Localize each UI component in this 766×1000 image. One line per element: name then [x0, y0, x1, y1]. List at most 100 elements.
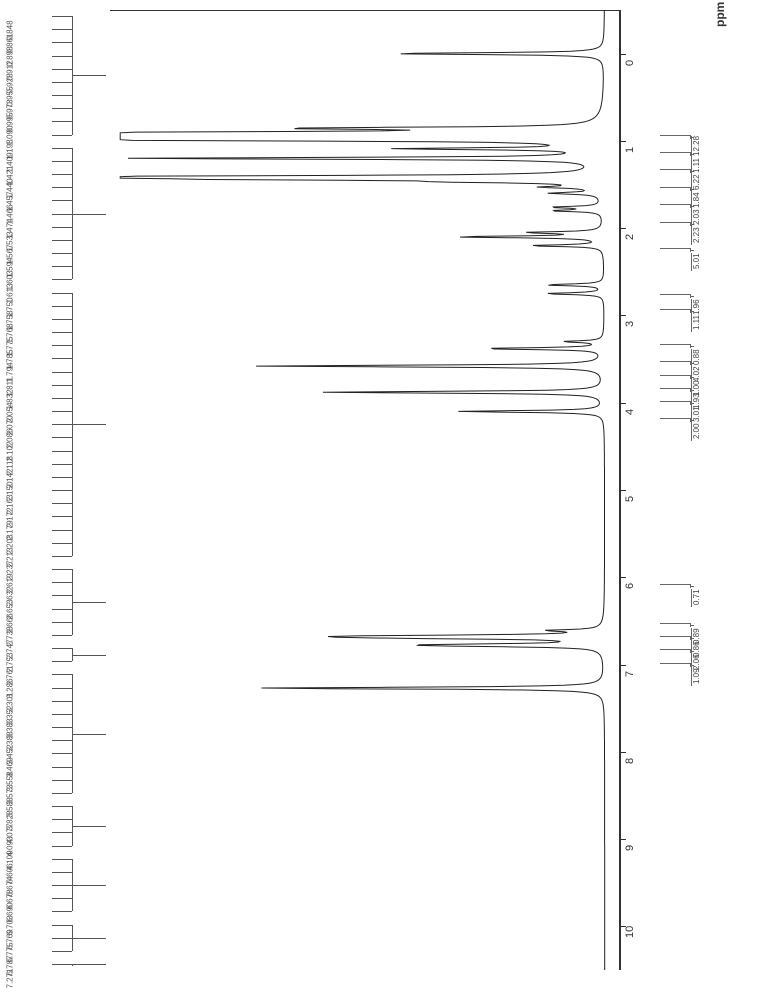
- peak-branch: [58, 951, 72, 952]
- peak-branch: [58, 451, 72, 452]
- integration-label: 0.88: [691, 349, 701, 367]
- peak-branch: [58, 938, 72, 939]
- peak-label-column: 0.8480.8610.8980.9120.9280.9550.9730.995…: [0, 0, 80, 960]
- integration-label: 1.11: [691, 158, 701, 175]
- integration-label: 1.84: [691, 192, 701, 210]
- integration-bracket: [660, 375, 691, 379]
- peak-branch: [58, 306, 72, 307]
- peak-branch: [58, 925, 72, 926]
- axis-tick-label: 6: [624, 583, 636, 589]
- peak-branch: [72, 602, 106, 603]
- axis-tick: [620, 577, 626, 578]
- peak-branch: [58, 29, 72, 30]
- peak-branch: [58, 780, 72, 781]
- axis-tick-label: 3: [624, 321, 636, 327]
- integration-bracket: [660, 204, 691, 208]
- peak-branch: [58, 569, 72, 570]
- peak-branch: [58, 661, 72, 662]
- integration-bracket: [690, 586, 694, 587]
- integration-label: 6.22: [691, 175, 701, 193]
- peak-branch: [72, 655, 106, 656]
- peak-branch: [58, 767, 72, 768]
- peak-branch: [58, 398, 72, 399]
- peak-branch: [58, 595, 72, 596]
- peak-branch: [58, 56, 72, 57]
- axis-tick-label: 0: [624, 60, 636, 66]
- peak-branch: [58, 582, 72, 583]
- peak-branch: [58, 358, 72, 359]
- peak-branch: [58, 319, 72, 320]
- peak-branch: [58, 872, 72, 873]
- peak-branch: [58, 424, 72, 425]
- peak-branch: [72, 885, 106, 886]
- peak-branch: [58, 753, 72, 754]
- peak-branch: [58, 385, 72, 386]
- peak-branch: [58, 372, 72, 373]
- peak-branch: [72, 75, 106, 76]
- peak-branch: [58, 490, 72, 491]
- peak-branch: [58, 82, 72, 83]
- integration-label: 1.11: [691, 315, 701, 332]
- axis-tick-label: 2: [624, 234, 636, 240]
- peak-branch: [58, 161, 72, 162]
- peak-branch: [58, 464, 72, 465]
- integration-bracket: [660, 309, 691, 313]
- peak-branch: [58, 911, 72, 912]
- spectrum-trace: [110, 10, 620, 970]
- integration-bracket: [690, 250, 694, 251]
- nmr-spectrum-chart: 0.8480.8610.8980.9120.9280.9550.9730.995…: [0, 0, 766, 1000]
- peak-branch: [58, 437, 72, 438]
- integration-bracket: [660, 135, 691, 139]
- integration-bracket: [660, 361, 691, 365]
- integration-bracket: [660, 222, 691, 226]
- integration-label: 2.00: [691, 424, 701, 442]
- peak-branch: [58, 530, 72, 531]
- integration-label: 5.01: [691, 253, 701, 271]
- integration-label: 1.96: [691, 300, 701, 318]
- peak-branch: [58, 898, 72, 899]
- axis-tick-label: 10: [624, 926, 636, 938]
- peak-branch: [58, 622, 72, 623]
- peak-branch: [58, 806, 72, 807]
- peak-branch: [58, 253, 72, 254]
- peak-branch: [58, 543, 72, 544]
- axis-tick: [620, 665, 626, 666]
- peak-branch: [58, 332, 72, 333]
- peak-branch: [58, 240, 72, 241]
- integration-label: 0.71: [691, 589, 701, 607]
- peak-branch: [58, 69, 72, 70]
- integration-bracket: [660, 418, 691, 422]
- axis-tick: [620, 315, 626, 316]
- axis-tick: [620, 228, 626, 229]
- axis-tick: [620, 490, 626, 491]
- peak-branch: [58, 793, 72, 794]
- peak-branch: [58, 832, 72, 833]
- peak-branch: [58, 635, 72, 636]
- integration-bracket: [660, 584, 691, 588]
- integration-bracket: [690, 346, 694, 347]
- peak-branch: [58, 148, 72, 149]
- axis-tick-label: 7: [624, 670, 636, 676]
- peak-branch: [58, 503, 72, 504]
- peak-branch: [58, 714, 72, 715]
- peak-branch: [58, 740, 72, 741]
- peak-branch: [58, 135, 72, 136]
- integration-bracket: [660, 636, 691, 640]
- peak-branch: [58, 648, 72, 649]
- integration-bracket: [660, 388, 691, 392]
- peak-branch: [72, 938, 106, 939]
- integration-bracket: [660, 169, 691, 173]
- integration-bracket: [660, 248, 691, 252]
- axis-tick: [620, 752, 626, 753]
- peak-branch: [58, 200, 72, 201]
- peak-branch: [58, 556, 72, 557]
- peak-branch: [58, 846, 72, 847]
- peak-branch: [58, 477, 72, 478]
- peak-label: 7.271: [6, 968, 15, 988]
- integration-bracket: [660, 152, 691, 156]
- integration-bracket: [660, 649, 691, 653]
- integration-column: 1.092.060.860.890.712.003.011.931.004.02…: [660, 10, 740, 970]
- integration-bracket: [660, 187, 691, 191]
- peak-branch: [58, 885, 72, 886]
- peak-branch: [58, 266, 72, 267]
